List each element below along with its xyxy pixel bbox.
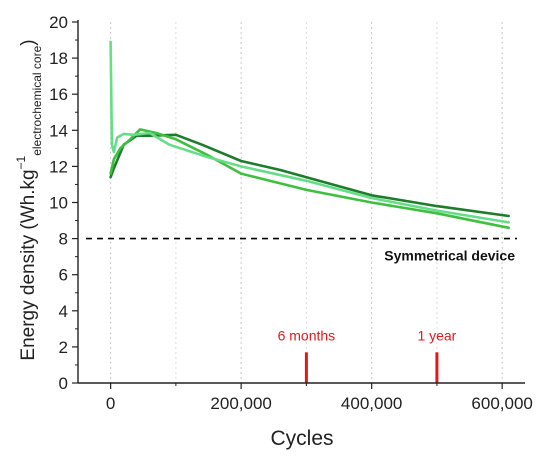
reference-line-label: Symmetrical device [384, 248, 515, 264]
series-layer [109, 40, 511, 230]
x-tick-label-1: 200,000 [210, 394, 271, 413]
axes-layer [72, 20, 525, 389]
x-tick-label-0: 0 [106, 394, 115, 413]
svg-text:Energy density (Wh.kg−1electro: Energy density (Wh.kg−1electrochemical c… [14, 39, 44, 360]
x-axis-title: Cycles [270, 427, 333, 450]
y-tick-label-1: 2 [59, 338, 68, 357]
y-tick-label-7: 14 [49, 121, 68, 140]
series-line-3 [109, 40, 511, 224]
y-tick-label-10: 20 [49, 13, 68, 32]
series-line-2 [109, 128, 511, 230]
y-tick-label-3: 6 [59, 266, 68, 285]
y-tick-label-9: 18 [49, 49, 68, 68]
y-tick-label-0: 0 [59, 374, 68, 393]
y-axis-title: Energy density (Wh.kg−1electrochemical c… [14, 39, 44, 360]
x-tick-label-3: 600,000 [471, 394, 532, 413]
y-axis-title-subscript: electrochemical core [30, 45, 44, 155]
x-tick-label-2: 400,000 [341, 394, 402, 413]
y-axis-title-main: Energy density (Wh.kg [18, 169, 39, 360]
label-layer: Symmetrical device 6 months 1 year 0 2 4 6 8 10 1… [49, 13, 533, 413]
marker-label-2: 1 year [417, 328, 456, 344]
series-line-1 [109, 133, 511, 218]
y-tick-label-6: 12 [49, 157, 68, 176]
y-tick-label-8: 16 [49, 85, 68, 104]
y-tick-label-4: 8 [59, 230, 68, 249]
marker-label-1: 6 months [278, 328, 336, 344]
y-axis-title-superscript: −1 [14, 155, 28, 169]
y-tick-label-2: 4 [59, 302, 68, 321]
y-axis-title-close: ) [18, 39, 39, 45]
marker-layer [304, 352, 439, 383]
y-tick-label-5: 10 [49, 194, 68, 213]
